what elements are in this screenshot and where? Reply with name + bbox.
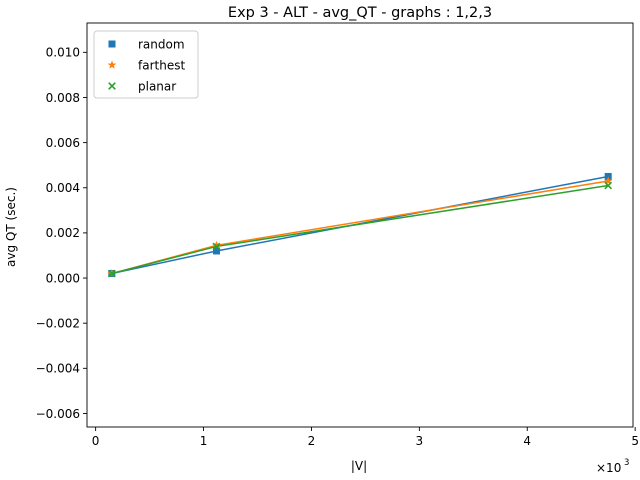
axes: 0 1 2 3 4 5 −0.006 −0.004 −0.002 0.000 0.002 0.004 0… [36,22,639,448]
series-line-random [111,175,609,275]
legend-marker-planar [108,82,116,90]
series-planar [107,181,613,278]
data-point-planar [604,181,613,190]
y-tick-label: 0.010 [46,46,80,60]
y-tick-label: −0.006 [36,407,80,421]
x-axis-multiplier: ×10 3 [596,458,629,475]
legend-label-random: random [138,37,185,51]
axes-frame [86,22,634,428]
x-axis-label: |V| [351,459,367,473]
x-tick-label: 3 [416,434,424,448]
legend-label-farthest: farthest [138,58,185,72]
x-tick-label: 1 [200,434,208,448]
data-point-planar [212,242,221,251]
x-multiplier-base: ×10 [596,461,621,475]
y-tick-label: 0.000 [46,271,80,285]
x-tick-label: 5 [631,434,639,448]
data-point-farthest [212,240,221,250]
y-tick-label: −0.004 [36,362,80,376]
legend-frame [93,30,199,99]
series-line-planar [111,184,609,275]
legend-marker-farthest [107,60,117,69]
data-point-planar [107,269,116,278]
plot-area [107,172,613,278]
legend-marker-random [108,40,116,48]
y-tick-label: 0.006 [46,136,80,150]
data-point-random [212,247,220,255]
x-tick-label: 0 [92,434,100,448]
x-tick-label: 4 [523,434,531,448]
y-tick-label: 0.002 [46,226,80,240]
legend-label-planar: planar [138,79,176,93]
chart-title: Exp 3 - ALT - avg_QT - graphs : 1,2,3 [228,5,492,21]
y-tick-label: 0.008 [46,91,80,105]
series-line-farthest [111,180,609,275]
y-tick-label: 0.004 [46,181,80,195]
legend: random farthest planar [93,30,199,99]
x-tick-label: 2 [308,434,316,448]
y-tick-label: −0.002 [36,316,80,330]
data-point-farthest [603,176,613,185]
x-multiplier-exponent: 3 [624,458,629,468]
y-axis-label: avg QT (sec.) [4,187,18,267]
series-random [108,172,612,278]
series-farthest [107,176,613,278]
